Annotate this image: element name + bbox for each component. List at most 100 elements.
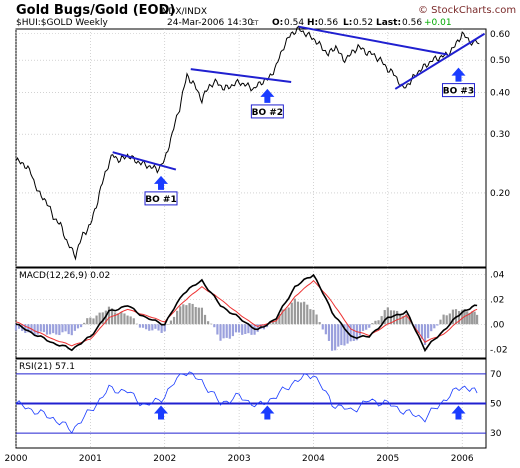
macd-histogram-bar [197, 307, 200, 325]
macd-histogram-bar [39, 324, 42, 332]
macd-histogram-bar [126, 315, 129, 325]
high-value: 0.56 [318, 18, 338, 28]
macd-histogram-bar [334, 324, 337, 351]
price-tick-label: 0.50 [490, 56, 510, 66]
macd-histogram-bar [281, 309, 284, 325]
macd-histogram-bar [368, 324, 371, 328]
macd-histogram-bar [64, 324, 67, 332]
breakout-arrow [260, 88, 275, 103]
macd-histogram-bar [123, 313, 126, 325]
macd-histogram-bar [42, 324, 45, 333]
breakout-label: BO #1 [145, 195, 176, 205]
macd-histogram-bar [163, 324, 166, 332]
macd-tick-label: -.02 [490, 345, 508, 355]
macd-histogram-bar [402, 315, 405, 325]
breakout-arrow [154, 175, 169, 190]
macd-histogram-bar [436, 324, 439, 326]
macd-histogram-bar [299, 302, 303, 325]
macd-histogram-bar [101, 312, 104, 325]
macd-histogram-bar [414, 324, 417, 330]
macd-histogram-bar [386, 307, 389, 325]
macd-histogram-bar [423, 324, 427, 346]
macd-histogram-bar [442, 314, 445, 325]
macd-histogram-bar [182, 304, 185, 325]
macd-histogram-bar [219, 324, 222, 341]
macd-histogram-bar [256, 324, 259, 332]
trendline [298, 25, 448, 56]
macd-histogram-bar [98, 312, 101, 325]
quote-date: 24-Mar-2006 14:30 [167, 18, 253, 28]
macd-histogram-bar [420, 324, 424, 339]
macd-histogram-bar [408, 317, 411, 325]
macd-histogram-bar [268, 322, 272, 325]
breakout-label: BO #2 [252, 108, 283, 118]
macd-histogram-bar [203, 314, 207, 325]
macd-histogram-bar [241, 324, 244, 335]
macd-histogram-bar [55, 324, 58, 335]
macd-histogram-bar [247, 324, 250, 334]
macd-histogram-bar [107, 306, 111, 325]
macd-histogram-bar [48, 324, 52, 335]
macd-histogram-bar [52, 324, 55, 334]
price-panel [15, 28, 487, 268]
macd-histogram-bar [89, 317, 92, 325]
macd-histogram-bar [278, 314, 281, 325]
macd-histogram-bar [45, 324, 49, 335]
macd-histogram-bar [145, 324, 148, 330]
macd-histogram-bar [290, 302, 293, 325]
macd-histogram-bar [330, 324, 334, 351]
macd-histogram-bar [475, 314, 479, 325]
rsi-tick-label: 30 [490, 429, 502, 439]
macd-histogram-bar [61, 324, 64, 333]
macd-histogram-bar [234, 324, 238, 333]
macd-histogram-bar [210, 323, 213, 325]
macd-histogram-bar [132, 318, 135, 325]
rsi-tick-label: 50 [490, 400, 502, 410]
macd-histogram-bar [293, 298, 296, 325]
breakout-label-box [144, 191, 178, 206]
trendline [112, 151, 177, 171]
macd-histogram-bar [92, 318, 95, 325]
macd-histogram-bar [466, 311, 469, 325]
macd-histogram-bar [303, 301, 306, 325]
macd-histogram-bar [14, 324, 18, 331]
macd-histogram-bar [439, 319, 442, 325]
macd-histogram-bar [169, 320, 173, 325]
macd-histogram-bar [321, 324, 324, 330]
trendline [190, 68, 292, 84]
macd-histogram-bar [461, 309, 464, 325]
copyright: © StockCharts.com [418, 5, 516, 16]
macd-histogram-bar [185, 305, 188, 325]
macd-histogram-bar [117, 313, 120, 325]
macd-signal-line [15, 279, 478, 347]
macd-histogram-bar [188, 303, 191, 325]
macd-layer [14, 273, 479, 353]
macd-histogram-bar [73, 324, 76, 331]
macd-histogram-bar [120, 312, 123, 325]
macd-histogram-bar [200, 307, 204, 325]
macd-histogram-bar [448, 313, 451, 325]
macd-histogram-bar [396, 310, 399, 325]
macd-tick-label: .02 [490, 295, 504, 305]
x-tick-label: 2006 [451, 454, 474, 464]
macd-histogram-bar [275, 319, 278, 325]
macd-line [15, 273, 478, 353]
macd-histogram-bar [79, 324, 83, 328]
macd-histogram-bar [349, 324, 352, 342]
macd-histogram-bar [148, 324, 151, 331]
macd-histogram-bar [296, 301, 300, 325]
macd-histogram-bar [306, 304, 309, 325]
macd-histogram-bar [318, 322, 321, 325]
macd-histogram-bar [377, 320, 380, 325]
macd-histogram-bar [417, 324, 420, 333]
macd-histogram-bar [138, 324, 142, 328]
macd-histogram-bar [179, 306, 182, 325]
macd-histogram-bar [154, 324, 157, 329]
macd-histogram-bar [312, 309, 315, 325]
x-tick-label: 2000 [5, 454, 28, 464]
price-tick-label: 0.30 [490, 130, 510, 140]
macd-histogram-bar [287, 307, 290, 325]
macd-histogram-bar [238, 324, 241, 333]
price-tick-label: 0.40 [490, 89, 510, 99]
